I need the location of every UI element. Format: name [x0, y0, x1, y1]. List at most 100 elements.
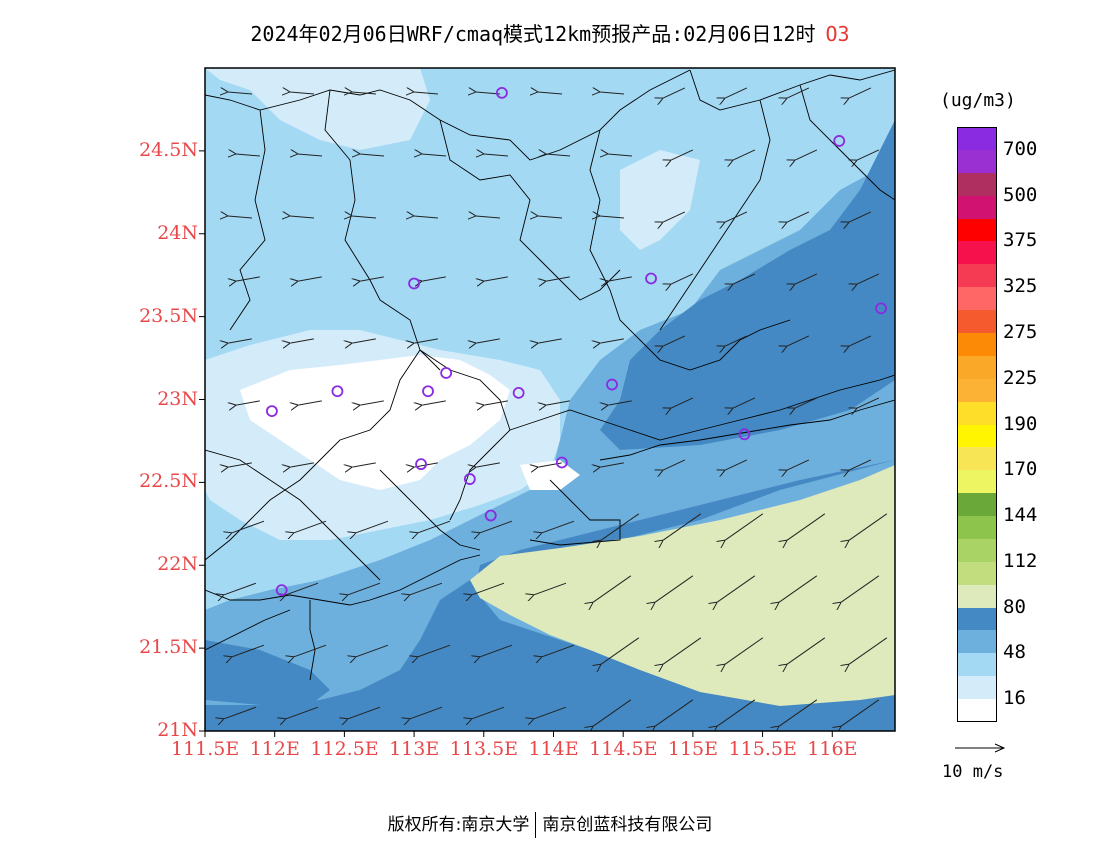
wind-arrow — [348, 706, 381, 719]
lon-tick-label: 112.5E — [310, 738, 379, 760]
wind-arrow — [717, 699, 756, 726]
wind-arrow — [472, 582, 505, 595]
wind-arrow — [290, 338, 314, 343]
wind-arrow — [294, 644, 327, 657]
wind-arrow — [356, 644, 389, 657]
wind-arrow — [236, 400, 260, 405]
company-text: 南京创蓝科技有限公司 — [542, 815, 713, 835]
colorbar-segment — [957, 241, 997, 265]
wind-key-arrow — [955, 743, 1006, 753]
colorbar-segment — [957, 630, 997, 654]
wind-arrow — [290, 462, 314, 467]
species-label: O3 — [825, 22, 850, 46]
wind-arrow — [733, 273, 756, 284]
wind-arrow — [410, 706, 443, 719]
wind-arrow — [857, 397, 880, 408]
wind-arrow — [849, 335, 872, 346]
sea-high-region — [470, 465, 895, 706]
wind-arrow — [352, 216, 376, 218]
wind-arrow — [663, 459, 686, 470]
lat-tick-label: 22.5N — [139, 470, 198, 493]
lon-tick-label: 114E — [528, 738, 579, 760]
wind-arrow — [671, 273, 694, 284]
colorbar-segment — [957, 424, 997, 448]
wind-arrow — [608, 400, 632, 405]
colorbar-segment — [957, 493, 997, 517]
wind-arrow — [360, 154, 384, 156]
colorbar-segment — [957, 584, 997, 609]
wind-arrow — [546, 400, 570, 405]
monitoring-station-marker — [645, 272, 657, 285]
colorbar-segment — [957, 516, 997, 540]
wind-arrow — [484, 400, 508, 405]
colorbar-segment — [957, 561, 997, 586]
monitoring-station-marker — [408, 277, 420, 290]
colorbar-segment — [957, 378, 997, 403]
wind-arrow — [414, 338, 438, 343]
wind-arrow — [538, 92, 562, 94]
wind-arrow — [228, 216, 252, 218]
lon-tick-label: 114.5E — [589, 738, 658, 760]
wind-arrow — [480, 644, 513, 657]
colorbar-value-label: 48 — [1003, 641, 1026, 664]
colorbar-segment — [957, 470, 997, 494]
wind-arrow — [546, 276, 570, 281]
colorbar-value-label: 275 — [1003, 320, 1038, 343]
colorbar-segment — [957, 607, 997, 631]
colorbar-segment — [957, 332, 997, 357]
lat-tick-label: 24.5N — [139, 138, 198, 161]
monitoring-station-marker — [833, 135, 846, 147]
wind-arrow — [601, 637, 640, 664]
wind-arrow — [294, 520, 327, 533]
colorbar-segment — [957, 676, 997, 700]
station-markers — [266, 86, 887, 597]
wind-arrow — [534, 706, 567, 719]
wind-arrow — [849, 637, 888, 664]
wind-arrow — [725, 459, 748, 470]
lat-tick-label: 22N — [157, 553, 198, 576]
wind-arrow — [484, 276, 508, 281]
wind-arrow — [655, 699, 694, 726]
wind-arrow — [663, 637, 702, 664]
wind-arrow — [228, 338, 252, 343]
wind-arrow — [600, 92, 624, 94]
colorbar-segment — [957, 538, 997, 563]
wind-arrow — [422, 276, 446, 281]
lon-tick-label: 115.5E — [728, 738, 797, 760]
colorbar-segment — [957, 653, 997, 677]
monitoring-station-marker — [275, 584, 288, 597]
wind-arrow — [787, 335, 810, 346]
wind-vectors — [224, 87, 888, 726]
wind-arrow — [224, 706, 257, 719]
wind-arrow — [841, 575, 880, 602]
wind-arrow — [849, 211, 872, 222]
concentration-field — [205, 68, 895, 731]
colorbar-unit: (ug/m3) — [940, 90, 1016, 111]
monitoring-station-marker — [606, 378, 618, 391]
wind-arrow — [600, 338, 624, 343]
wind-arrow — [725, 513, 764, 540]
wind-arrow — [422, 154, 446, 156]
lon-tick-label: 115E — [667, 738, 719, 760]
colorbar-value-label: 144 — [1003, 504, 1038, 527]
lat-tick-label: 24N — [157, 221, 198, 244]
wind-arrow — [472, 706, 505, 719]
wind-arrow — [236, 154, 260, 156]
wind-arrow — [787, 87, 810, 98]
colorbar-value-label: 700 — [1003, 137, 1038, 160]
monitoring-station-marker — [496, 86, 508, 99]
colorbar-segment — [957, 355, 997, 380]
wind-arrow — [352, 92, 376, 94]
wind-arrow — [725, 87, 748, 98]
dark-blue-ne — [600, 120, 895, 450]
colorbar-segment — [957, 699, 997, 723]
lat-tick-label: 21.5N — [139, 636, 198, 659]
footer: 版权所有:南京大学 南京创蓝科技有限公司 — [0, 810, 1100, 838]
colorbar-value-label: 325 — [1003, 275, 1038, 298]
colorbar-segment — [957, 172, 997, 197]
wind-arrow — [476, 462, 500, 467]
colorbar-segment — [957, 401, 997, 425]
white-region-prd — [240, 355, 510, 490]
wind-arrow — [538, 338, 562, 343]
